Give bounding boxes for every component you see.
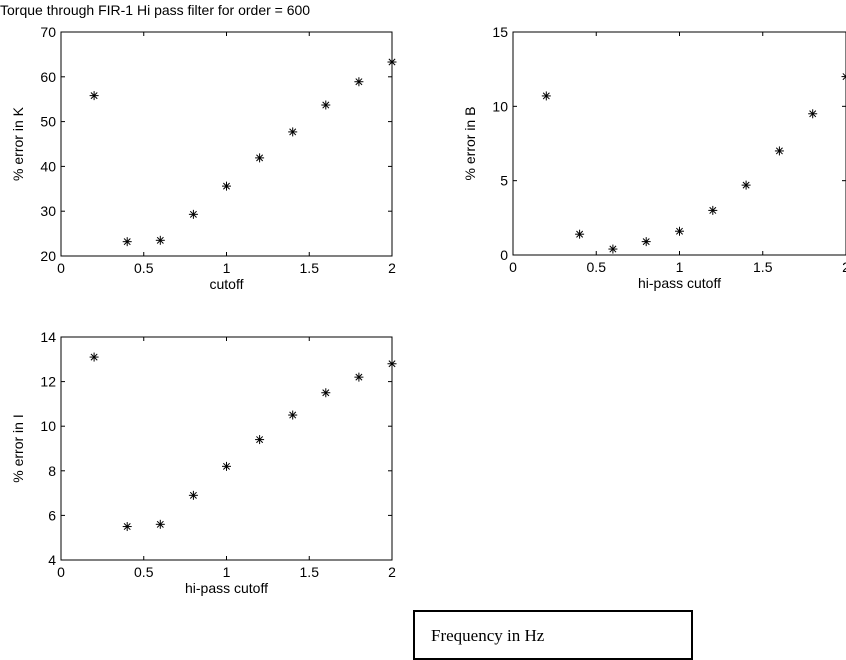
data-point	[90, 353, 99, 362]
x-tick-label: 1.5	[753, 259, 773, 275]
y-tick-label: 70	[40, 24, 56, 40]
data-point	[288, 127, 297, 136]
x-tick-label: 1.5	[300, 564, 320, 580]
data-point	[354, 373, 363, 382]
data-point	[842, 72, 846, 81]
x-axis-label: cutoff	[210, 276, 244, 292]
y-axis-label: % error in I	[10, 414, 26, 482]
data-point	[288, 411, 297, 420]
data-point	[354, 77, 363, 86]
y-tick-label: 30	[40, 203, 56, 219]
data-point	[742, 181, 751, 190]
data-point	[90, 91, 99, 100]
data-point	[189, 210, 198, 219]
data-point	[575, 230, 584, 239]
data-point	[675, 227, 684, 236]
data-point	[388, 359, 397, 368]
y-tick-label: 6	[48, 507, 56, 523]
y-tick-label: 15	[492, 24, 508, 40]
data-point	[123, 237, 132, 246]
x-tick-label: 1	[223, 260, 231, 276]
data-point	[123, 522, 132, 531]
data-point	[808, 109, 817, 118]
y-tick-label: 0	[500, 247, 508, 263]
plot-frame	[513, 32, 846, 255]
x-tick-label: 0	[57, 564, 65, 580]
chart-2: 0 0.5 1 1.5 2 0 5 10 15 hi-pass cutoff % error in …	[462, 24, 846, 291]
x-tick-label: 0	[509, 259, 517, 275]
y-axis-label: % error in B	[462, 107, 478, 181]
y-tick-label: 20	[40, 248, 56, 264]
plot-frame	[61, 32, 392, 256]
x-tick-label: 0	[57, 260, 65, 276]
data-point	[255, 153, 264, 162]
y-tick-label: 4	[48, 552, 56, 568]
x-tick-label: 0.5	[587, 259, 607, 275]
data-point	[255, 435, 264, 444]
data-point	[321, 388, 330, 397]
x-tick-label: 1.5	[300, 260, 320, 276]
caption-text: Frequency in Hz	[431, 626, 544, 646]
x-tick-label: 1	[676, 259, 684, 275]
x-tick-label: 2	[388, 260, 396, 276]
data-point	[775, 146, 784, 155]
plot-frame	[61, 337, 392, 560]
x-tick-label: 1	[223, 564, 231, 580]
y-tick-label: 8	[48, 463, 56, 479]
y-tick-label: 10	[492, 98, 508, 114]
x-tick-label: 0.5	[134, 260, 154, 276]
y-tick-label: 5	[500, 173, 508, 189]
x-tick-label: 2	[388, 564, 396, 580]
x-tick-label: 0.5	[134, 564, 154, 580]
data-point	[542, 91, 551, 100]
x-tick-label: 2	[842, 259, 846, 275]
y-tick-label: 10	[40, 418, 56, 434]
data-point	[321, 101, 330, 110]
y-tick-label: 50	[40, 114, 56, 130]
data-point	[222, 182, 231, 191]
data-point	[156, 236, 165, 245]
data-point	[189, 491, 198, 500]
chart-3: 0 0.5 1 1.5 2 4 6 8 10 12 14 hi-pass cutoff % error …	[10, 329, 397, 596]
data-point	[608, 245, 617, 254]
y-tick-label: 60	[40, 69, 56, 85]
x-axis-label: hi-pass cutoff	[638, 275, 721, 291]
data-point	[156, 520, 165, 529]
y-tick-label: 40	[40, 158, 56, 174]
chart-title: Torque through FIR-1 Hi pass filter for …	[0, 2, 310, 18]
y-tick-label: 12	[40, 374, 56, 390]
y-tick-label: 14	[40, 329, 56, 345]
data-point	[388, 58, 397, 67]
chart-1: 0 0.5 1 1.5 2 20 30 40 50 60 70 cutoff % error in K T…	[0, 2, 397, 292]
x-axis-label: hi-pass cutoff	[185, 580, 268, 596]
data-point	[222, 462, 231, 471]
data-point	[642, 237, 651, 246]
data-point	[708, 206, 717, 215]
y-axis-label: % error in K	[10, 106, 26, 181]
